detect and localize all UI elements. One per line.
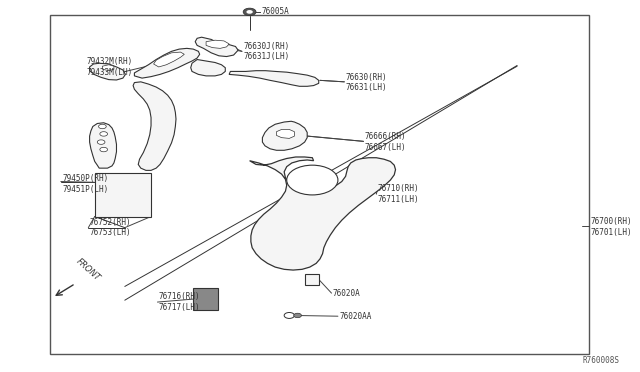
Circle shape	[284, 312, 294, 318]
Circle shape	[287, 165, 338, 195]
Bar	[95, 173, 151, 217]
Polygon shape	[90, 63, 125, 80]
Circle shape	[243, 8, 256, 16]
Polygon shape	[229, 71, 319, 86]
Polygon shape	[195, 37, 238, 57]
Text: 76716(RH)
76717(LH): 76716(RH) 76717(LH)	[159, 292, 200, 312]
Circle shape	[294, 313, 301, 318]
Polygon shape	[276, 129, 294, 138]
Text: 76630(RH)
76631(LH): 76630(RH) 76631(LH)	[346, 73, 387, 92]
Text: 76752(RH)
76753(LH): 76752(RH) 76753(LH)	[90, 218, 131, 237]
Polygon shape	[102, 65, 114, 71]
Bar	[193, 288, 218, 310]
Text: 76005A: 76005A	[261, 7, 289, 16]
Text: 76020AA: 76020AA	[339, 312, 372, 321]
Polygon shape	[206, 40, 229, 48]
Text: 79432M(RH)
79433M(LH): 79432M(RH) 79433M(LH)	[86, 57, 132, 77]
Text: R760008S: R760008S	[582, 356, 620, 365]
Polygon shape	[154, 52, 184, 67]
Text: 79450P(RH)
79451P(LH): 79450P(RH) 79451P(LH)	[62, 174, 108, 194]
Text: 76700(RH)
76701(LH): 76700(RH) 76701(LH)	[590, 217, 632, 237]
Polygon shape	[90, 123, 116, 168]
Circle shape	[99, 124, 106, 129]
Polygon shape	[191, 60, 225, 76]
Text: FRONT: FRONT	[74, 257, 102, 283]
Polygon shape	[262, 121, 307, 150]
Text: 76666(RH)
76667(LH): 76666(RH) 76667(LH)	[365, 132, 406, 152]
Bar	[50, 15, 589, 354]
Bar	[305, 274, 319, 285]
Polygon shape	[134, 48, 200, 78]
Text: 76020A: 76020A	[333, 289, 360, 298]
Polygon shape	[133, 82, 176, 170]
Polygon shape	[250, 157, 396, 270]
Circle shape	[246, 10, 253, 14]
Text: 76630J(RH)
76631J(LH): 76630J(RH) 76631J(LH)	[243, 42, 289, 61]
Text: 76710(RH)
76711(LH): 76710(RH) 76711(LH)	[378, 185, 419, 204]
Circle shape	[97, 140, 105, 144]
Circle shape	[100, 147, 108, 152]
Circle shape	[100, 132, 108, 136]
